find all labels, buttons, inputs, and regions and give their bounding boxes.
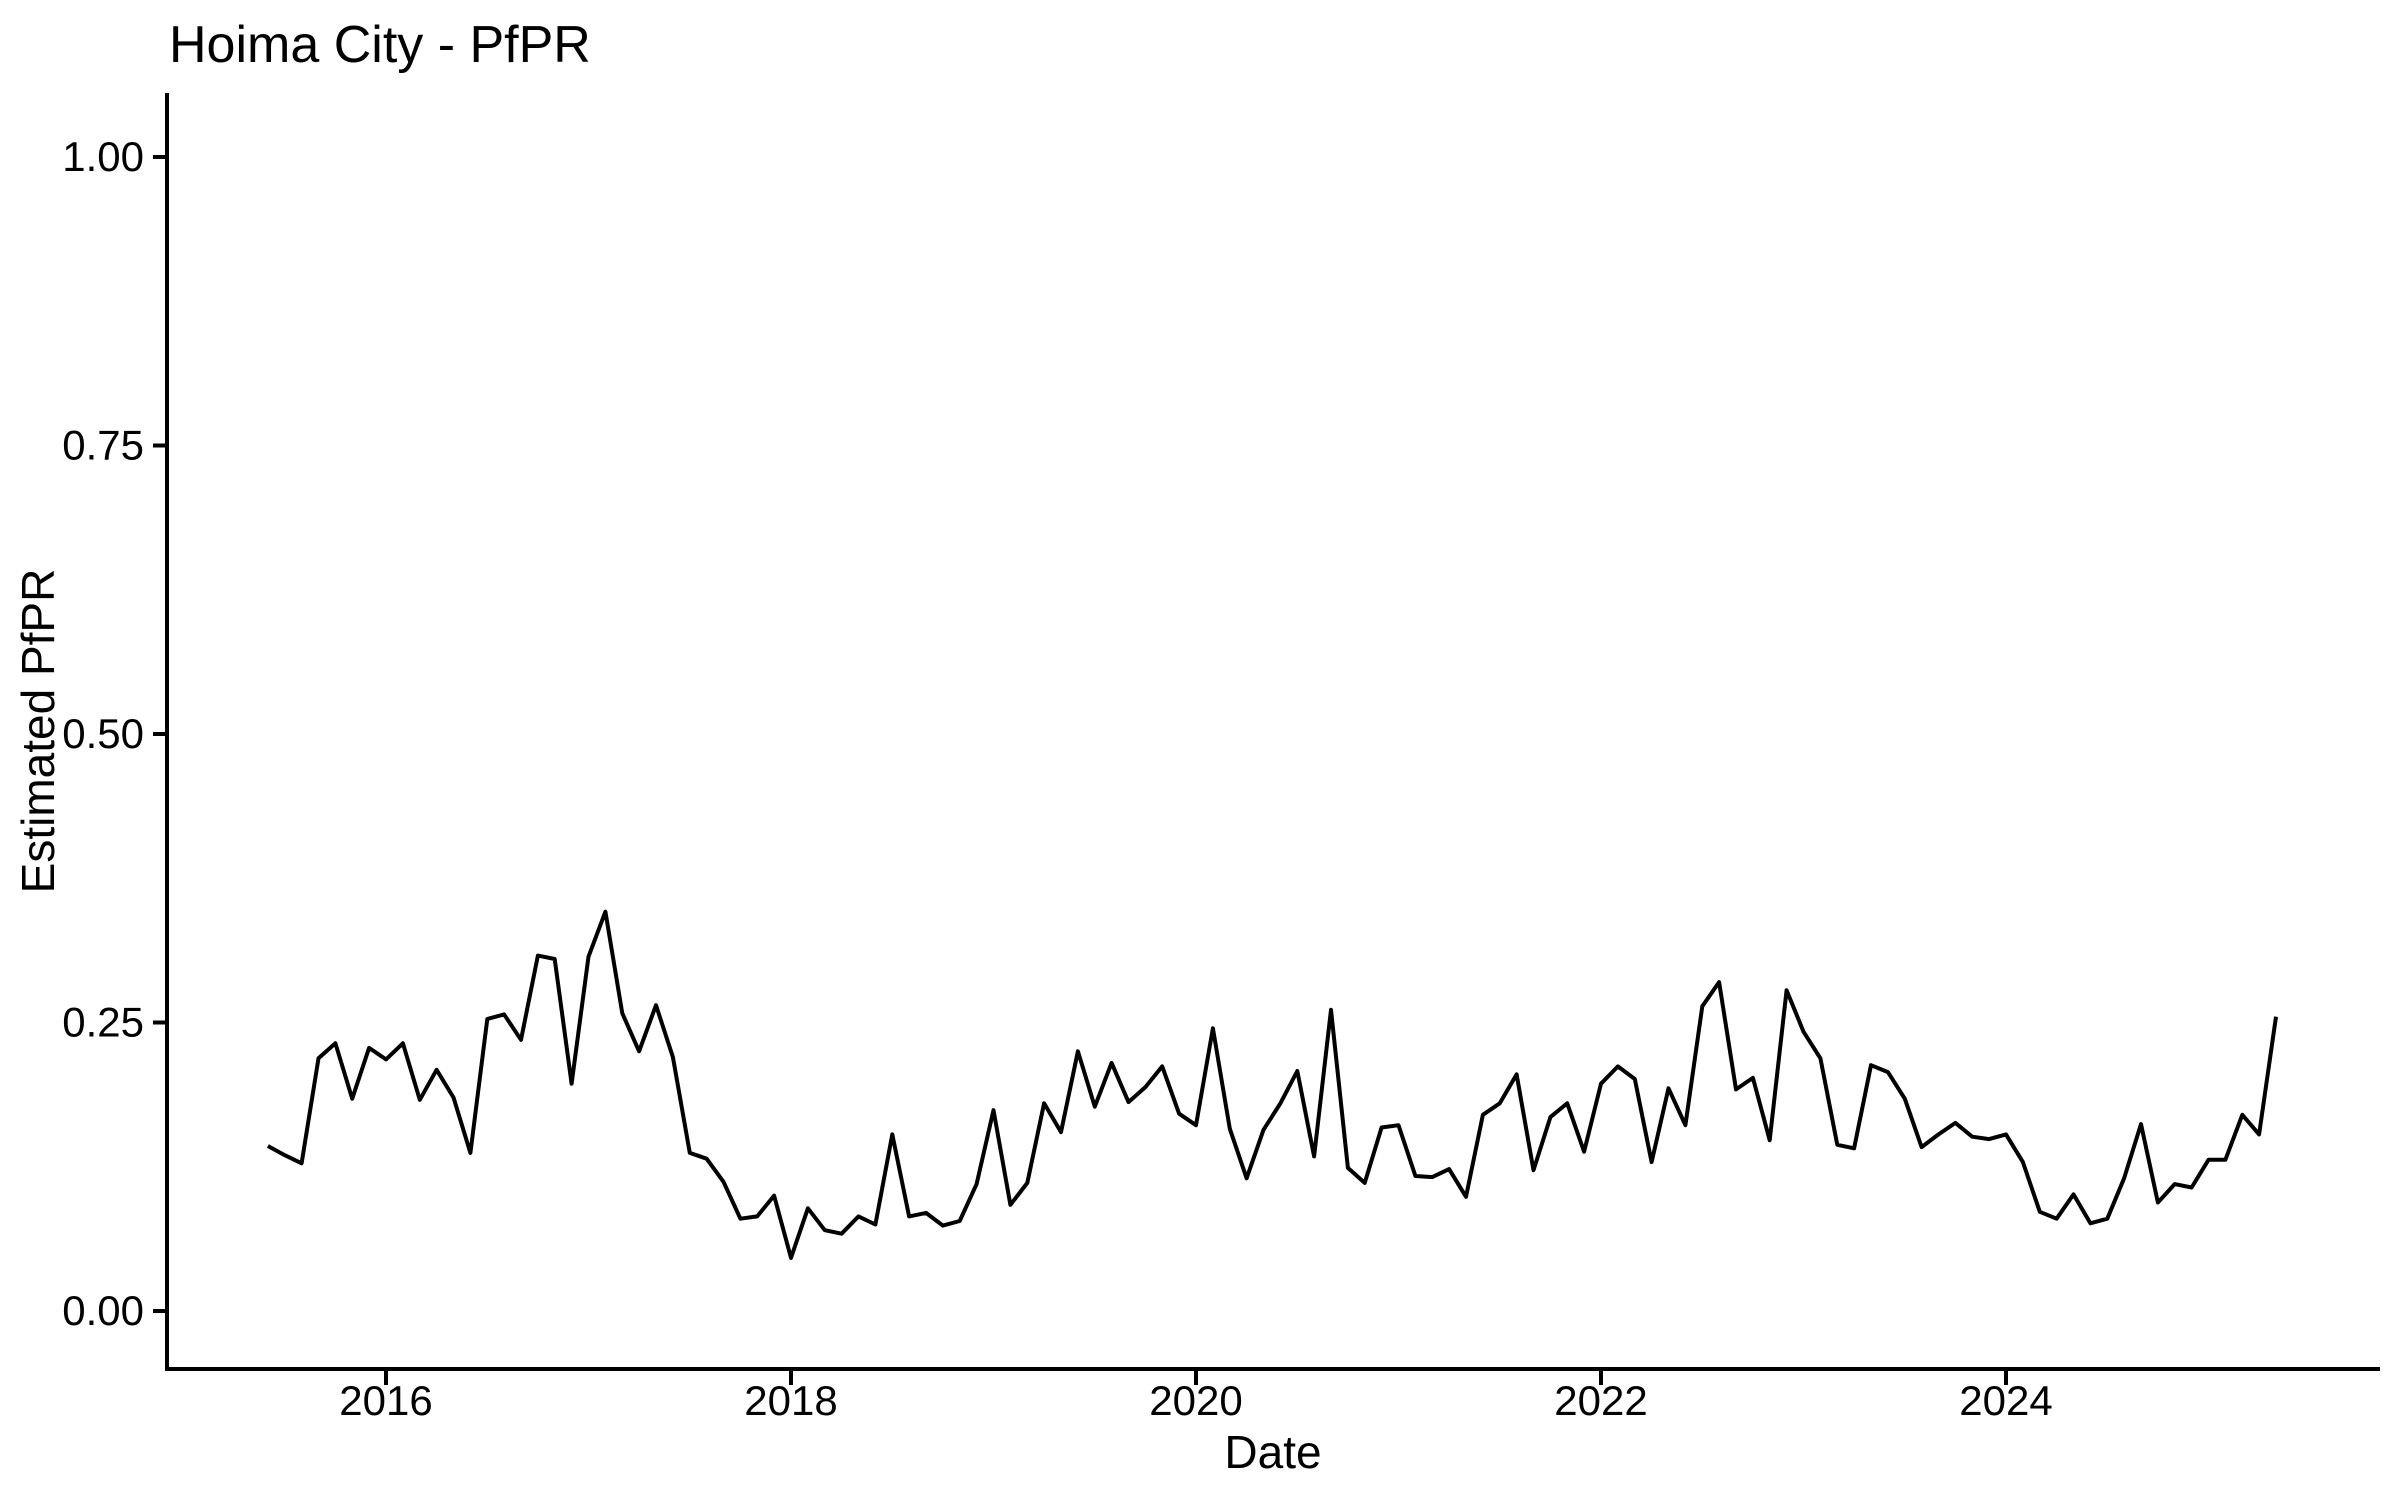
y-tick-label: 0.25 (62, 999, 144, 1046)
y-tick-label: 0.50 (62, 710, 144, 757)
series-line (266, 909, 2278, 1260)
y-tick-label: 0.75 (62, 422, 144, 469)
y-tick-label: 0.00 (62, 1287, 144, 1334)
x-tick-label: 2018 (744, 1377, 837, 1424)
x-axis-label: Date (1224, 1426, 1321, 1478)
x-tick-label: 2024 (1959, 1377, 2052, 1424)
y-tick-group: 0.00 0.25 0.50 0.75 1.00 (62, 133, 166, 1334)
x-tick-group: 2016 2018 2020 2022 2024 (339, 1371, 2053, 1424)
x-tick-label: 2016 (339, 1377, 432, 1424)
plot-area (266, 909, 2278, 1260)
y-tick-label: 1.00 (62, 133, 144, 180)
y-axis-label: Estimated PfPR (12, 569, 64, 894)
chart-title: Hoima City - PfPR (169, 16, 591, 74)
x-tick-label: 2022 (1554, 1377, 1647, 1424)
x-tick-label: 2020 (1149, 1377, 1242, 1424)
